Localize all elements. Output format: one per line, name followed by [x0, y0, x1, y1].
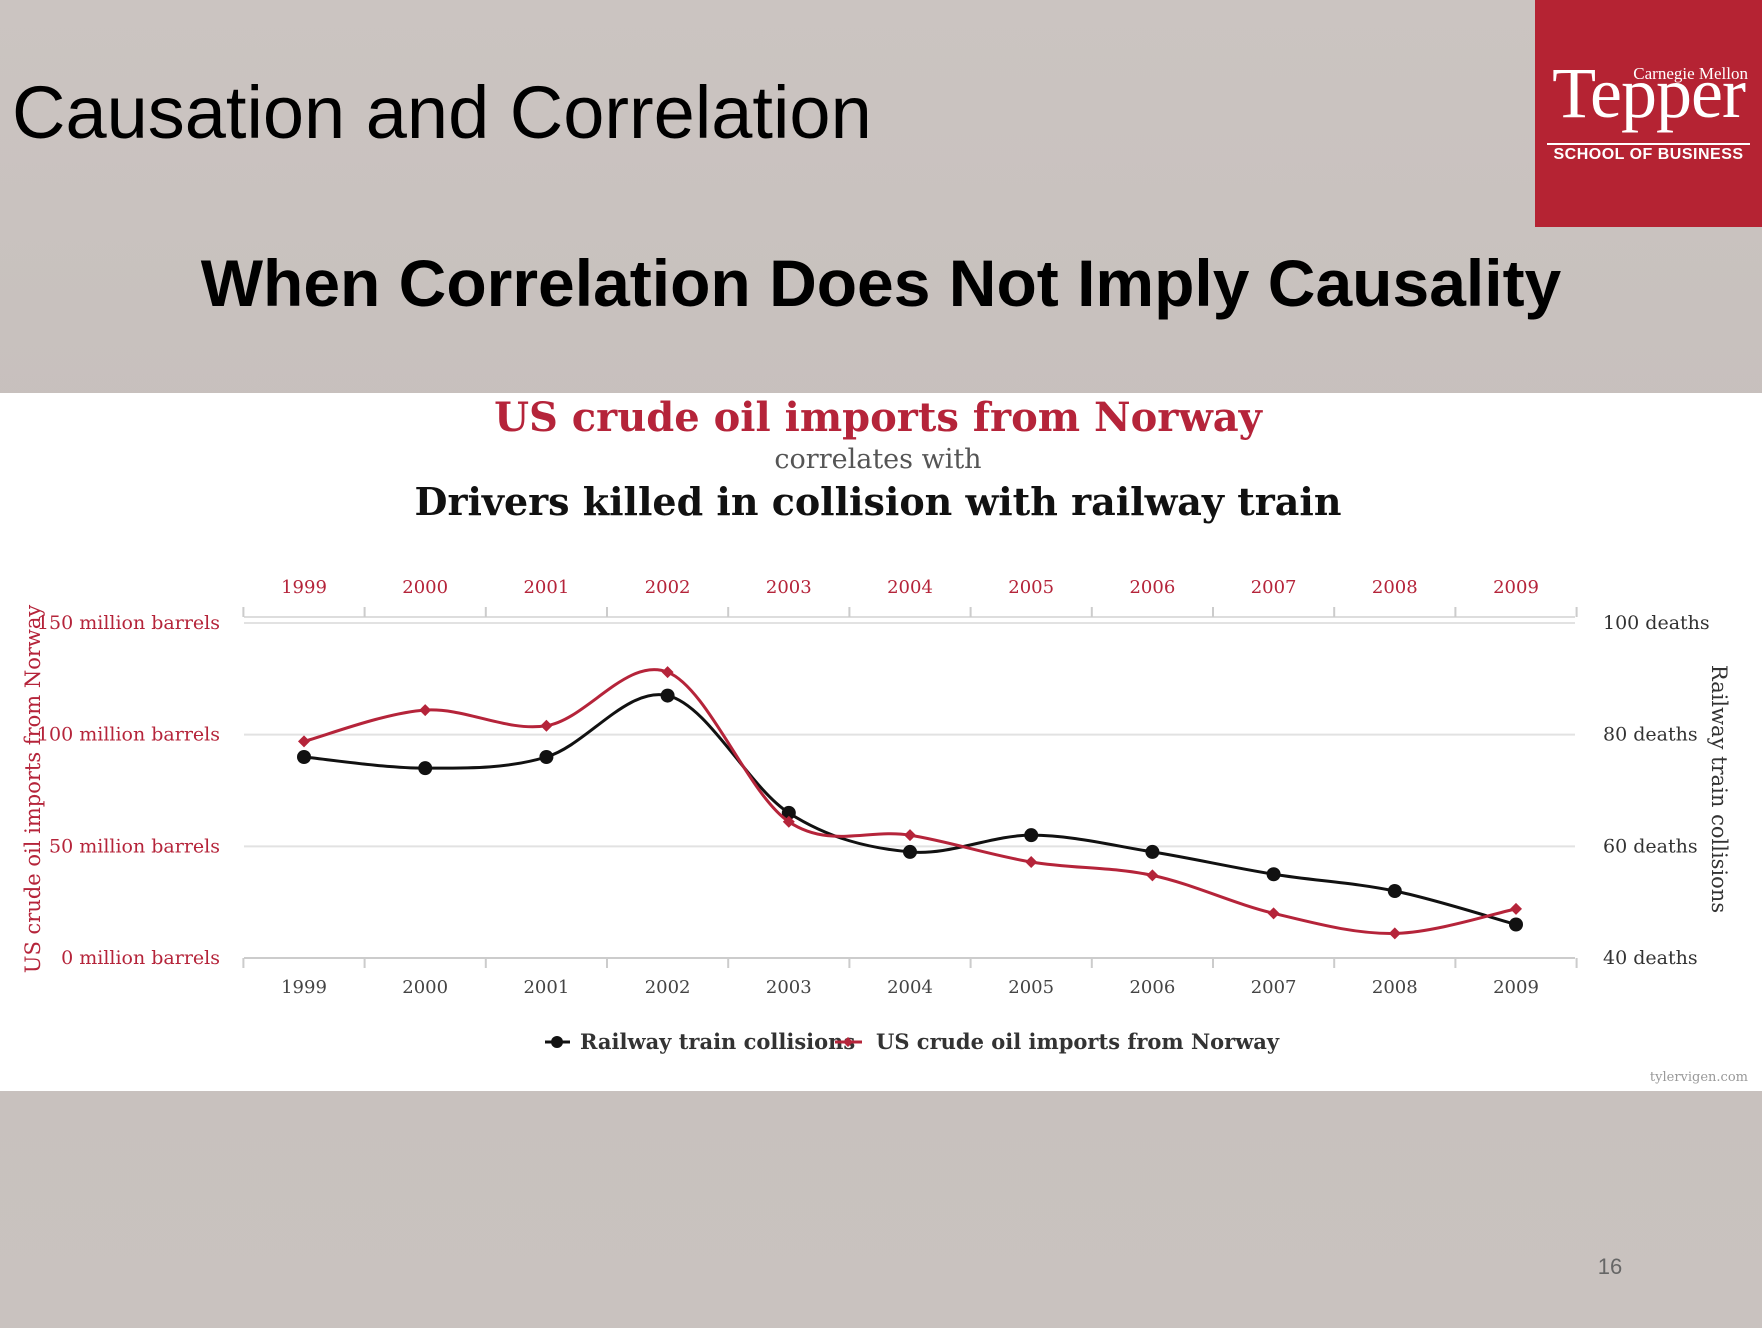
y-right-tick-label: 40 deaths	[1603, 947, 1698, 969]
x-tick-label: 2009	[1493, 977, 1539, 998]
rail-data-point	[297, 750, 311, 764]
y-left-tick-label: 150 million barrels	[37, 612, 220, 634]
rail-data-point	[1145, 845, 1159, 859]
rail-data-point	[1509, 918, 1523, 932]
oil-data-point	[904, 829, 916, 841]
legend-oil-label: US crude oil imports from Norway	[876, 1029, 1280, 1054]
x-top-tick-label: 2008	[1372, 577, 1418, 598]
chart-connector: correlates with	[774, 444, 981, 475]
x-top-tick-label: 2007	[1251, 577, 1297, 598]
oil-data-point	[540, 720, 552, 732]
x-tick-label: 2008	[1372, 977, 1418, 998]
x-top-tick-label: 1999	[281, 577, 327, 598]
oil-data-point	[1025, 856, 1037, 868]
rail-data-point	[539, 750, 553, 764]
y-right-tick-label: 100 deaths	[1603, 612, 1710, 634]
axis-layer: 1999 1999 2000 2000 2001 2001 2002 2002 2003 2003…	[37, 577, 1710, 998]
legend-rail-marker	[551, 1036, 563, 1048]
slide-subtitle: When Correlation Does Not Imply Causalit…	[0, 245, 1762, 321]
x-tick-label: 2004	[887, 977, 933, 998]
logo-line-school: SCHOOL OF BUSINESS	[1535, 146, 1762, 164]
x-tick-label: 2001	[523, 977, 569, 998]
rail-data-point	[1024, 828, 1038, 842]
x-tick-label: 1999	[281, 977, 327, 998]
rail-data-point	[1267, 867, 1281, 881]
rail-data-point	[903, 845, 917, 859]
x-top-tick-label: 2000	[402, 577, 448, 598]
chart-subtitle: Drivers killed in collision with railway…	[414, 479, 1341, 524]
slide-title: Causation and Correlation	[12, 70, 872, 155]
x-top-tick-label: 2009	[1493, 577, 1539, 598]
oil-data-point	[1268, 907, 1280, 919]
x-top-tick-label: 2001	[523, 577, 569, 598]
tepper-logo: Carnegie Mellon Tepper SCHOOL OF BUSINES…	[1535, 0, 1762, 227]
x-tick-label: 2007	[1251, 977, 1297, 998]
x-top-tick-label: 2006	[1129, 577, 1175, 598]
y-left-tick-label: 0 million barrels	[61, 947, 220, 969]
rail-data-point	[661, 689, 675, 703]
legend-rail-label: Railway train collisions	[580, 1029, 855, 1054]
rail-data-point	[1388, 884, 1402, 898]
rail-data-point	[418, 761, 432, 775]
logo-line-tepper: Tepper	[1535, 52, 1762, 135]
oil-data-point	[419, 704, 431, 716]
x-top-tick-label: 2002	[645, 577, 691, 598]
chart-title: US crude oil imports from Norway	[494, 394, 1264, 441]
oil-data-point	[1389, 927, 1401, 939]
rail-series-line	[304, 695, 1516, 925]
x-tick-label: 2000	[402, 977, 448, 998]
y-left-tick-label: 50 million barrels	[49, 835, 220, 857]
y-left-tick-label: 100 million barrels	[37, 724, 220, 746]
source-credit: tylervigen.com	[1650, 1070, 1748, 1085]
oil-data-point	[662, 666, 674, 678]
logo-rule	[1547, 143, 1750, 145]
x-top-tick-label: 2003	[766, 577, 812, 598]
grid-layer	[244, 623, 1575, 958]
y-right-tick-label: 60 deaths	[1603, 835, 1698, 857]
oil-data-point	[1510, 903, 1522, 915]
oil-series-line	[304, 670, 1516, 934]
page-number: 16	[1580, 1254, 1640, 1280]
x-top-tick-label: 2005	[1008, 577, 1054, 598]
chart-svg: US crude oil imports from Norway correla…	[0, 393, 1762, 1091]
chart-panel: US crude oil imports from Norway correla…	[0, 393, 1762, 1091]
oil-data-point	[1146, 869, 1158, 881]
legend: Railway train collisions US crude oil im…	[545, 1029, 1280, 1054]
oil-data-point	[298, 735, 310, 747]
y-right-axis-label: Railway train collisions	[1707, 665, 1731, 913]
y-left-axis-label: US crude oil imports from Norway	[21, 605, 45, 974]
x-tick-label: 2005	[1008, 977, 1054, 998]
x-tick-label: 2002	[645, 977, 691, 998]
x-tick-label: 2003	[766, 977, 812, 998]
x-top-tick-label: 2004	[887, 577, 933, 598]
series-layer	[297, 666, 1523, 939]
x-tick-label: 2006	[1129, 977, 1175, 998]
y-right-tick-label: 80 deaths	[1603, 724, 1698, 746]
